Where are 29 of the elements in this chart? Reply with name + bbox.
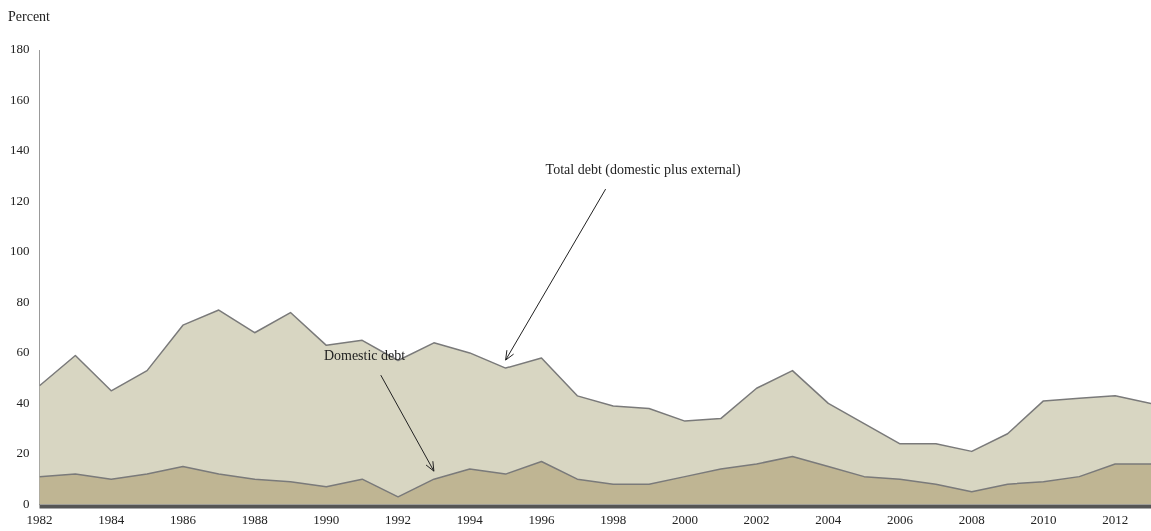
x-tick-label: 1984 [98, 511, 125, 527]
y-tick-label: 0 [23, 495, 30, 511]
text: Total debt (domestic plus external) [545, 161, 741, 178]
x-tick-label: 1998 [600, 511, 627, 527]
x-tick-label: 2008 [958, 511, 985, 527]
x-tick-label: 1996 [528, 511, 555, 527]
x-tick-label: 1992 [385, 511, 412, 527]
x-tick-label: 1990 [313, 511, 340, 527]
y-tick-label: 100 [10, 243, 30, 259]
y-tick-label: 60 [16, 344, 30, 360]
y-tick-label: 120 [10, 192, 30, 208]
y-tick-label: 180 [10, 41, 30, 57]
y-tick-label: 80 [16, 293, 30, 309]
x-tick-label: 1982 [26, 511, 53, 527]
y-tick-label: 20 [16, 445, 30, 461]
x-tick-label: 2002 [743, 511, 770, 527]
x-tick-label: 1994 [456, 511, 484, 527]
y-tick-label: 160 [10, 91, 30, 107]
y-tick-label: 140 [10, 142, 30, 158]
x-tick-label: 1988 [241, 511, 268, 527]
x-tick-label: 2010 [1030, 511, 1057, 527]
x-tick-label: 1986 [169, 511, 197, 527]
x-tick-label: 2004 [815, 511, 842, 527]
y-tick-label: 40 [16, 394, 30, 410]
text: Domestic debt [323, 347, 406, 363]
y-axis-title: Percent [8, 8, 51, 24]
x-tick-label: 2000 [671, 511, 698, 527]
x-tick-label: 2006 [887, 511, 914, 527]
x-tick-label: 2012 [1102, 511, 1129, 527]
